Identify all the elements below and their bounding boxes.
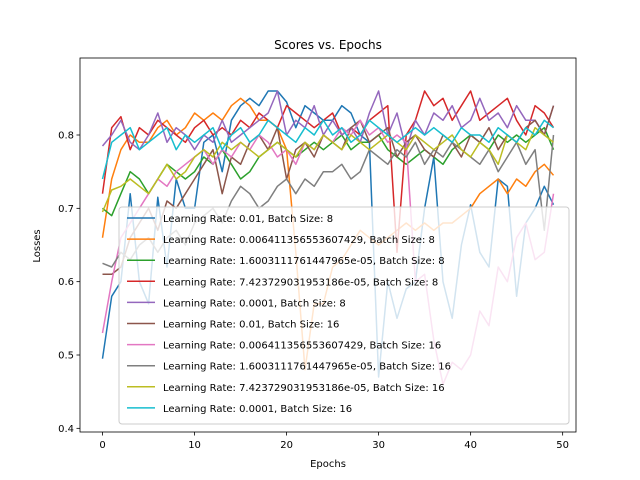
y-tick-label: 0.8 (58, 131, 74, 142)
axes-frame (79, 57, 577, 433)
axes-layer: 0 10 20 30 40 50 0.4 0.5 0.6 0.7 0.8 (58, 57, 577, 451)
legend-label-8: Learning Rate: 1.6003111761447965e-05, B… (163, 362, 451, 373)
legend-label-5: Learning Rate: 0.0001, Batch Size: 8 (163, 298, 346, 309)
legend-label-3: Learning Rate: 1.6003111761447965e-05, B… (163, 256, 445, 267)
series-line-4 (101, 90, 555, 254)
legend-label-4: Learning Rate: 7.423729031953186e-05, Ba… (163, 277, 438, 288)
x-tick-label: 50 (556, 440, 569, 451)
y-tick-label: 0.4 (58, 424, 74, 435)
y-tick-label: 0.5 (58, 351, 74, 362)
y-axis-label: Losses (32, 229, 43, 262)
legend-label-9: Learning Rate: 7.423729031953186e-05, Ba… (163, 383, 445, 394)
x-tick-label: 20 (280, 440, 293, 451)
legend-label-1: Learning Rate: 0.01, Batch Size: 8 (163, 214, 333, 225)
legend-label-7: Learning Rate: 0.006411356553607429, Bat… (163, 341, 441, 352)
legend-box (118, 206, 570, 425)
x-tick-label: 40 (464, 440, 477, 451)
chart-title: Scores vs. Epochs (274, 38, 382, 52)
x-tick-label: 0 (99, 440, 105, 451)
series-line-9 (101, 126, 554, 213)
y-tick-label: 0.7 (58, 204, 74, 215)
legend: Learning Rate: 0.01, Batch Size: 8 Learni… (118, 206, 570, 425)
x-axis-label: Epochs (310, 459, 346, 470)
series-line-10 (101, 119, 554, 180)
legend-label-2: Learning Rate: 0.006411356553607429, Bat… (163, 235, 435, 246)
legend-label-10: Learning Rate: 0.0001, Batch Size: 16 (163, 404, 352, 415)
x-tick-label: 30 (372, 440, 385, 451)
x-tick-label: 10 (188, 440, 201, 451)
y-tick-label: 0.6 (58, 277, 74, 288)
legend-label-6: Learning Rate: 0.01, Batch Size: 16 (163, 320, 339, 331)
